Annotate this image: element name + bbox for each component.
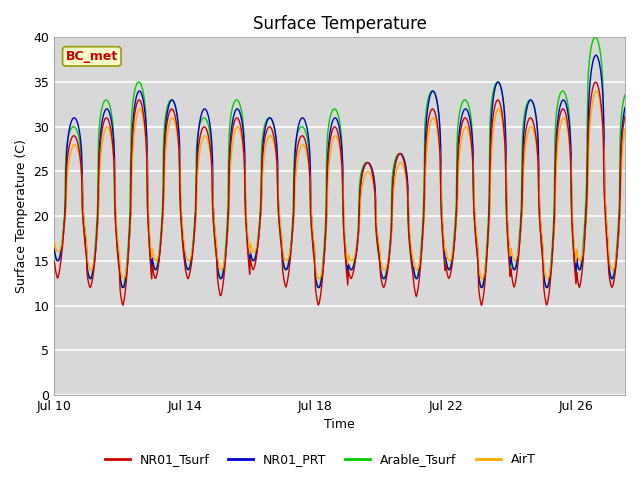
NR01_PRT xyxy=(116,262,124,267)
Arable_Tsurf xyxy=(314,285,322,290)
NR01_PRT xyxy=(488,118,495,124)
Arable_Tsurf xyxy=(395,151,403,156)
NR01_Tsurf xyxy=(592,79,600,85)
NR01_PRT xyxy=(395,152,403,157)
AirT xyxy=(621,126,629,132)
AirT xyxy=(593,88,600,94)
Arable_Tsurf xyxy=(166,98,173,104)
NR01_PRT xyxy=(593,52,600,58)
Arable_Tsurf xyxy=(127,120,135,125)
AirT xyxy=(51,239,58,245)
AirT xyxy=(116,252,124,258)
Line: Arable_Tsurf: Arable_Tsurf xyxy=(54,37,625,288)
NR01_PRT xyxy=(128,134,136,140)
NR01_Tsurf xyxy=(116,269,124,275)
NR01_PRT xyxy=(166,98,174,104)
NR01_Tsurf xyxy=(51,259,58,264)
NR01_PRT xyxy=(119,285,127,290)
Y-axis label: Surface Temperature (C): Surface Temperature (C) xyxy=(15,139,28,293)
NR01_PRT xyxy=(347,266,355,272)
NR01_PRT xyxy=(51,247,58,252)
AirT xyxy=(346,256,354,262)
X-axis label: Time: Time xyxy=(324,419,355,432)
NR01_Tsurf xyxy=(346,273,354,279)
Arable_Tsurf xyxy=(347,267,355,273)
AirT xyxy=(478,276,486,282)
NR01_Tsurf xyxy=(477,302,485,308)
AirT xyxy=(394,163,402,168)
Legend: NR01_Tsurf, NR01_PRT, Arable_Tsurf, AirT: NR01_Tsurf, NR01_PRT, Arable_Tsurf, AirT xyxy=(100,448,540,471)
Arable_Tsurf xyxy=(621,92,629,98)
NR01_Tsurf xyxy=(621,113,629,119)
Arable_Tsurf xyxy=(592,35,600,40)
NR01_Tsurf xyxy=(394,152,402,158)
Line: NR01_Tsurf: NR01_Tsurf xyxy=(54,82,625,305)
AirT xyxy=(488,155,495,161)
Arable_Tsurf xyxy=(51,251,58,257)
Title: Surface Temperature: Surface Temperature xyxy=(253,15,427,33)
AirT xyxy=(166,119,173,125)
NR01_Tsurf xyxy=(127,157,135,163)
Text: BC_met: BC_met xyxy=(66,50,118,63)
Arable_Tsurf xyxy=(116,265,124,271)
AirT xyxy=(127,203,135,208)
NR01_Tsurf xyxy=(166,108,173,114)
Line: AirT: AirT xyxy=(54,91,625,279)
Line: NR01_PRT: NR01_PRT xyxy=(54,55,625,288)
Arable_Tsurf xyxy=(488,102,495,108)
NR01_PRT xyxy=(621,105,629,110)
NR01_Tsurf xyxy=(488,133,495,139)
